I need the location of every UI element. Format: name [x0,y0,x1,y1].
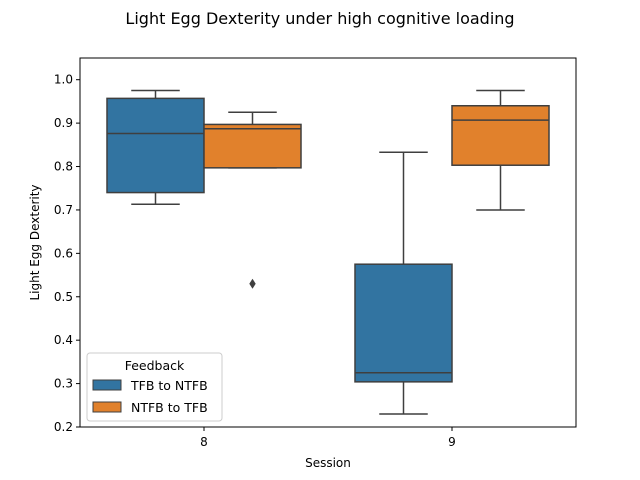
y-axis: 0.2 0.3 0.4 0.5 0.6 0.7 0.8 0.9 1.0 [54,73,80,434]
legend-title: Feedback [125,358,185,373]
box-tfb-to-ntfb-session-8 [106,89,205,206]
box-iqr [106,97,205,194]
outlier-point [249,278,256,289]
y-tick-label: 0.2 [54,420,73,434]
box-iqr [451,105,550,166]
x-axis-label: Session [305,456,351,470]
y-tick-label: 0.9 [54,116,73,130]
y-tick-label: 0.3 [54,377,73,391]
y-tick-label: 0.7 [54,203,73,217]
box-iqr [354,263,453,383]
y-tick-label: 0.8 [54,160,73,174]
x-tick-label: 8 [200,435,208,449]
chart-title: Light Egg Dexterity under high cognitive… [125,9,514,28]
y-tick-label: 1.0 [54,73,73,87]
y-tick-label: 0.5 [54,290,73,304]
box-ntfb-to-tfb-session-8 [203,111,302,289]
box-tfb-to-ntfb-session-9 [354,151,453,415]
box-iqr [203,123,302,169]
legend-label-tfb-to-ntfb: TFB to NTFB [130,378,208,393]
y-tick-label: 0.6 [54,246,73,260]
box-ntfb-to-tfb-session-9 [451,89,550,211]
plot-frame [79,57,577,428]
legend-swatch-ntfb-to-tfb [92,401,122,413]
legend: Feedback TFB to NTFB NTFB to TFB [86,352,223,422]
x-tick-label: 9 [448,435,456,449]
y-axis-label: Light Egg Dexterity [28,184,42,300]
legend-swatch-tfb-to-ntfb [92,379,122,391]
y-tick-label: 0.4 [54,333,73,347]
legend-label-ntfb-to-tfb: NTFB to TFB [131,400,208,415]
box-series-group [106,89,550,415]
